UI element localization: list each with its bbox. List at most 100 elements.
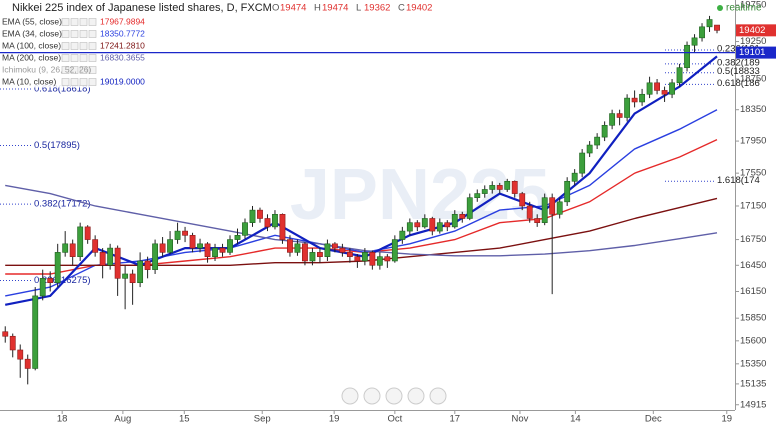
candle-body xyxy=(646,82,653,95)
nav-button[interactable] xyxy=(407,387,425,405)
candle-body xyxy=(519,193,526,207)
candle-body xyxy=(541,197,548,223)
y-tick-label: 19750 xyxy=(740,0,766,11)
candle-body xyxy=(391,239,398,262)
legend-value: 17241.2810 xyxy=(100,40,145,50)
nav-button[interactable] xyxy=(429,387,447,405)
legend-icon xyxy=(70,66,79,74)
legend-icon xyxy=(79,18,88,26)
legend-icon xyxy=(61,30,70,38)
candle-body xyxy=(564,180,571,203)
x-tick-label: 19 xyxy=(329,414,340,425)
legend-value: 19019.0000 xyxy=(100,76,145,86)
legend-name: EMA (34, close) xyxy=(2,28,62,38)
legend-icon xyxy=(70,42,79,50)
x-tick-label: Nov xyxy=(512,414,529,425)
candle-body xyxy=(287,239,293,253)
candle-body xyxy=(714,24,720,31)
candle-body xyxy=(444,222,451,228)
fib-label: 1.618(174 xyxy=(717,175,760,186)
nav-button[interactable] xyxy=(363,387,381,405)
legend-icon xyxy=(88,54,97,62)
candle-body xyxy=(144,260,151,270)
ohlc-key: C xyxy=(398,3,405,14)
candle-body xyxy=(122,273,129,279)
legend-name: MA (200, close) xyxy=(2,52,61,62)
candle-body xyxy=(32,295,39,369)
candle-body xyxy=(279,213,286,240)
fib-label: 0.618(18618) xyxy=(34,84,91,95)
nav-button[interactable] xyxy=(385,387,403,405)
candle-body xyxy=(69,243,76,257)
candle-body xyxy=(62,243,69,253)
last-price-box xyxy=(736,24,776,37)
candle-body xyxy=(624,97,631,118)
ohlc-value: 19362 xyxy=(364,3,390,14)
x-tick-label: Sep xyxy=(254,414,271,425)
candle-body xyxy=(384,256,391,262)
candle-body xyxy=(197,243,203,249)
legend-icon xyxy=(79,78,88,86)
legend-value: 18350.7772 xyxy=(100,28,145,38)
candle-body xyxy=(182,230,188,236)
candle-body xyxy=(586,144,593,154)
candle-body xyxy=(466,197,473,219)
candle-body xyxy=(354,256,361,262)
x-tick-label: Dec xyxy=(645,414,662,425)
x-tick-label: 19 xyxy=(721,414,732,425)
legend-icon xyxy=(79,66,88,74)
candle-body xyxy=(264,218,271,228)
x-tick-label: Oct xyxy=(387,414,402,425)
realtime-dot xyxy=(717,5,723,11)
candle-body xyxy=(2,331,9,337)
y-tick-label: 17950 xyxy=(740,136,766,147)
legend-icon xyxy=(70,78,79,86)
candle-body xyxy=(302,243,308,262)
y-tick-label: 15350 xyxy=(740,358,766,369)
candle-body xyxy=(99,252,106,266)
candle-body xyxy=(107,247,114,266)
candle-body xyxy=(227,239,233,253)
candle-body xyxy=(249,209,256,223)
candle-body xyxy=(654,82,661,91)
candle-body xyxy=(429,218,436,232)
candle-body xyxy=(616,113,623,118)
candle-body xyxy=(294,243,301,253)
y-tick-label: 17550 xyxy=(740,168,766,179)
y-tick-label: 16750 xyxy=(740,234,766,245)
legend-name: Ichimoku (9, 26, 52, 26) xyxy=(2,64,91,74)
candle-body xyxy=(174,230,181,240)
candle-body xyxy=(346,252,353,257)
candle-body xyxy=(436,222,443,232)
legend-icon xyxy=(88,66,97,74)
candle-body xyxy=(691,37,698,46)
y-tick-label: 19250 xyxy=(740,36,766,47)
fib-label: 0.382(189 xyxy=(717,57,760,68)
candle-body xyxy=(549,197,556,215)
candle-body xyxy=(54,252,61,284)
candle-body xyxy=(219,247,226,253)
fib-label: 0.5(17895) xyxy=(34,140,80,151)
candle-body xyxy=(511,180,518,194)
y-tick-label: 16450 xyxy=(740,260,766,271)
legend-name: MA (10, close) xyxy=(2,76,56,86)
candle-body xyxy=(212,247,218,257)
candle-body xyxy=(376,256,383,266)
fib-label: 0.618(186 xyxy=(717,78,760,89)
candle-body xyxy=(399,230,406,240)
candle-body xyxy=(481,189,488,194)
ohlc-key: L xyxy=(356,3,361,14)
candle-body xyxy=(167,239,173,253)
legend-value: 16830.3655 xyxy=(100,52,145,62)
candle-body xyxy=(24,358,31,369)
legend-icon xyxy=(79,30,88,38)
candle-body xyxy=(579,152,586,174)
candle-body xyxy=(639,93,646,103)
candle-body xyxy=(324,243,331,257)
y-tick-label: 15135 xyxy=(740,378,766,389)
candle-body xyxy=(556,201,563,215)
candle-body xyxy=(234,235,241,240)
y-tick-label: 18750 xyxy=(740,74,766,85)
nav-button[interactable] xyxy=(341,387,359,405)
candle-body xyxy=(137,260,144,284)
